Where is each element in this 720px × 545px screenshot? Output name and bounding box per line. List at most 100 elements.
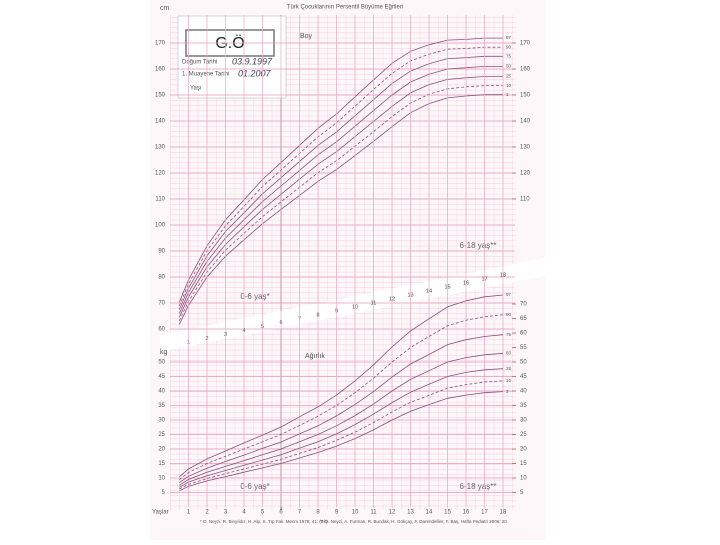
percentile-line [179, 380, 504, 490]
panel-title: Ağırlık [305, 353, 325, 360]
y-tick-label: 50 [158, 360, 165, 366]
y-tick-label: 15 [158, 461, 165, 467]
y-tick-label: 45 [158, 374, 165, 380]
y2-tick-label: 140 [520, 119, 531, 125]
x-tick-label: 14 [426, 510, 433, 516]
y-tick-label: 170 [155, 41, 166, 47]
percentile-label: 10 [506, 83, 512, 88]
form-label: Doğum Tarihi [182, 60, 217, 66]
percentile-label: 10 [506, 378, 512, 383]
y2-tick-label: 55 [520, 345, 527, 351]
form-label: Yaşı [190, 86, 202, 92]
age-strip [160, 258, 545, 352]
footnote: * O. Neyzi, R. Binyıldız, H. Alp, S. Tıp… [200, 519, 328, 524]
percentile-line [179, 391, 504, 492]
x-tick-label: 2 [205, 510, 209, 516]
y2-tick-label: 50 [520, 360, 527, 366]
y-tick-label: 110 [155, 197, 165, 203]
y2-tick-label: 65 [520, 316, 527, 322]
panel-title: Boy [300, 33, 313, 40]
y2-tick-label: 5 [520, 490, 524, 496]
x-tick-label: 9 [335, 510, 339, 516]
annotation: 6-18 yaş** [460, 241, 497, 250]
y2-tick-label: 130 [520, 145, 531, 151]
y2-tick-label: 60 [520, 331, 527, 337]
y2-tick-label: 70 [520, 302, 527, 308]
y2-tick-label: 110 [520, 197, 530, 203]
y-tick-label: 25 [158, 432, 165, 438]
percentile-label: 25 [506, 366, 512, 371]
form-value: 03.9.1997 [232, 56, 273, 66]
form-label: 1. Muayene Tarihi [182, 72, 229, 78]
x-tick-label: 1 [187, 510, 191, 516]
percentile-line [179, 352, 504, 486]
percentile-line [179, 334, 504, 483]
percentile-label: 3 [506, 92, 509, 97]
percentile-label: 90 [506, 312, 512, 317]
x-tick-label: 6 [279, 510, 283, 516]
x-tick-label: 12 [389, 510, 396, 516]
y-tick-label: 10 [158, 476, 165, 482]
x-axis-label: Yaşlar [152, 510, 169, 516]
y2-tick-label: 30 [520, 418, 527, 424]
y-axis-label: kg [160, 349, 168, 356]
y-tick-label: 100 [155, 223, 166, 229]
y-tick-label: 150 [155, 93, 166, 99]
annotation: 0-6 yaş* [240, 292, 269, 301]
x-tick-label: 10 [352, 510, 359, 516]
annotation: 0-6 yaş* [240, 482, 269, 491]
x-tick-label: 4 [242, 510, 246, 516]
y2-tick-label: 20 [520, 447, 527, 453]
x-tick-label: 18 [500, 510, 507, 516]
percentile-label: 75 [506, 53, 512, 58]
y-tick-label: 80 [158, 275, 165, 281]
page-title: Türk Çocuklarının Persentil Büyüme Eğril… [287, 5, 403, 11]
x-tick-label: 3 [224, 510, 228, 516]
y-tick-label: 60 [158, 327, 165, 333]
y2-tick-label: 120 [520, 171, 531, 177]
percentile-label: 90 [506, 44, 512, 49]
x-tick-label: 17 [481, 510, 488, 516]
percentile-label: 97 [506, 35, 512, 40]
y-tick-label: 130 [155, 145, 166, 151]
y2-tick-label: 10 [520, 476, 527, 482]
y-axis-label: cm [160, 5, 170, 12]
percentile-label: 25 [506, 74, 512, 79]
y2-tick-label: 150 [520, 93, 531, 99]
x-tick-label: 11 [370, 510, 377, 516]
x-tick-label: 16 [463, 510, 470, 516]
percentile-label: 50 [506, 350, 512, 355]
y2-tick-label: 170 [520, 41, 531, 47]
percentile-line [179, 294, 504, 478]
y-tick-label: 140 [155, 119, 166, 125]
x-tick-label: 15 [444, 510, 451, 516]
x-tick-label: 7 [298, 510, 302, 516]
percentile-line [179, 368, 504, 488]
y-tick-label: 20 [158, 447, 165, 453]
y2-tick-label: 45 [520, 374, 527, 380]
y-tick-label: 35 [158, 403, 165, 409]
y2-tick-label: 160 [520, 67, 531, 73]
x-tick-label: 8 [316, 510, 320, 516]
y-tick-label: 160 [155, 67, 166, 73]
y2-tick-label: 25 [520, 432, 527, 438]
y-tick-label: 30 [158, 418, 165, 424]
y2-tick-label: 15 [520, 461, 527, 467]
y-tick-label: 90 [158, 249, 165, 255]
percentile-label: 75 [506, 332, 512, 337]
y2-tick-label: 35 [520, 403, 527, 409]
y-tick-label: 120 [155, 171, 166, 177]
annotation: 6-18 yaş** [460, 482, 497, 491]
y-tick-label: 70 [158, 301, 165, 307]
footnote: ** O. Neyzi, A. Furman, R. Bundak, H. Gö… [320, 519, 507, 524]
form-value: 01.2007 [238, 68, 272, 78]
y2-tick-label: 40 [520, 389, 527, 395]
percentile-label: 97 [506, 292, 512, 297]
percentile-label: 3 [506, 389, 509, 394]
percentile-label: 50 [506, 64, 512, 69]
y-tick-label: 5 [162, 490, 166, 496]
y-tick-label: 40 [158, 389, 165, 395]
x-tick-label: 5 [261, 510, 265, 516]
percentile-line [179, 314, 504, 481]
